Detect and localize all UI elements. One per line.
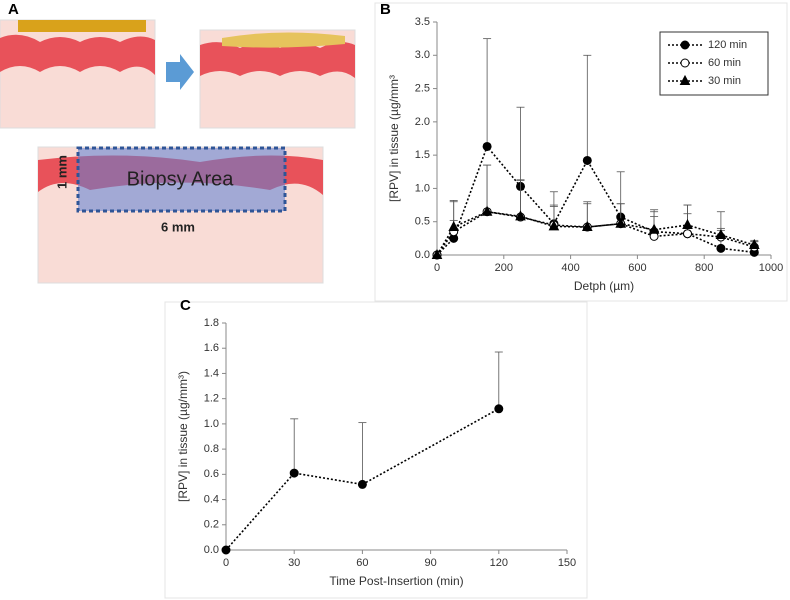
marker <box>679 74 691 85</box>
x-tick-label: 90 <box>424 557 436 569</box>
patch <box>222 32 345 48</box>
marker <box>515 210 526 221</box>
y-tick-label: 1.5 <box>415 149 430 161</box>
marker <box>431 248 443 259</box>
x-tick-label: 0 <box>223 557 229 569</box>
marker <box>448 220 460 232</box>
area-label: Biopsy Area <box>127 168 235 190</box>
x-tick-label: 1000 <box>759 262 783 274</box>
y-tick-label: 0.0 <box>415 249 430 261</box>
patch <box>18 20 146 32</box>
y-tick-label: 2.0 <box>415 116 430 128</box>
y-axis-label: [RPV] in tissue (µg/mm³ <box>387 75 401 202</box>
y-tick-label: 1.0 <box>415 182 430 194</box>
x-tick-label: 600 <box>628 262 646 274</box>
marker <box>482 141 492 151</box>
x-tick-label: 30 <box>288 557 300 569</box>
error-bar <box>290 418 299 474</box>
marker <box>680 58 690 68</box>
panel-label: C <box>180 297 191 314</box>
marker <box>682 218 693 230</box>
error-bar <box>494 351 503 409</box>
marker <box>683 229 692 239</box>
y-tick-label: 0.4 <box>204 493 219 505</box>
thickness-label: 1 mm <box>54 155 69 189</box>
marker <box>221 545 231 555</box>
y-tick-label: 1.4 <box>204 367 219 379</box>
x-tick-label: 200 <box>495 262 513 274</box>
legend-label: 30 min <box>708 75 741 87</box>
width-label: 6 mm <box>161 219 195 234</box>
series-line <box>436 144 755 256</box>
error-bar <box>483 38 492 147</box>
y-tick-label: 0.6 <box>204 468 219 480</box>
dermis <box>0 34 155 75</box>
y-tick-label: 0.8 <box>204 443 219 455</box>
error-bar <box>583 54 592 161</box>
arrow <box>166 54 194 90</box>
marker <box>615 217 627 228</box>
x-axis-label: Detph (µm) <box>574 279 634 293</box>
marker <box>494 404 504 414</box>
y-axis-label: [RPV] in tissue (µg/mm³) <box>176 371 190 502</box>
marker <box>481 205 493 216</box>
x-tick-label: 0 <box>434 262 440 274</box>
error-bar <box>483 164 492 212</box>
y-tick-label: 0.2 <box>204 519 219 531</box>
x-tick-label: 800 <box>695 262 713 274</box>
marker <box>289 468 299 478</box>
chart-frame <box>374 2 788 302</box>
marker <box>680 40 690 50</box>
x-tick-label: 60 <box>356 557 368 569</box>
y-tick-label: 1.8 <box>204 317 219 329</box>
y-tick-label: 3.5 <box>415 16 430 28</box>
y-tick-label: 2.5 <box>415 82 430 94</box>
marker <box>716 243 726 253</box>
biopsy-area <box>76 146 287 213</box>
error-bar <box>358 422 367 485</box>
panel-label: B <box>380 1 391 18</box>
marker <box>357 479 367 489</box>
chart-frame <box>164 301 588 599</box>
legend-label: 60 min <box>708 57 741 69</box>
marker <box>715 228 727 240</box>
x-axis-label: Time Post-Insertion (min) <box>329 574 463 588</box>
y-tick-label: 0.0 <box>204 544 219 556</box>
series-line <box>225 408 500 551</box>
marker <box>581 220 593 232</box>
error-bar <box>516 106 525 187</box>
x-tick-label: 400 <box>561 262 579 274</box>
marker <box>582 155 592 165</box>
y-tick-label: 0.5 <box>415 216 430 228</box>
marker <box>648 223 660 234</box>
legend-label: 120 min <box>708 39 747 51</box>
x-tick-label: 120 <box>490 557 508 569</box>
y-tick-label: 1.0 <box>204 418 219 430</box>
y-tick-label: 3.0 <box>415 49 430 61</box>
series-line <box>436 210 755 256</box>
dermis <box>200 42 355 78</box>
marker <box>748 238 760 250</box>
y-tick-label: 1.2 <box>204 393 219 405</box>
panel-label: A <box>8 1 19 18</box>
diagram: A Biopsy Area 1 mm 6 mm <box>0 1 356 284</box>
marker <box>548 220 560 231</box>
error-bar <box>516 179 525 217</box>
x-tick-label: 150 <box>558 557 576 569</box>
y-tick-label: 1.6 <box>204 342 219 354</box>
series-line <box>436 210 755 256</box>
